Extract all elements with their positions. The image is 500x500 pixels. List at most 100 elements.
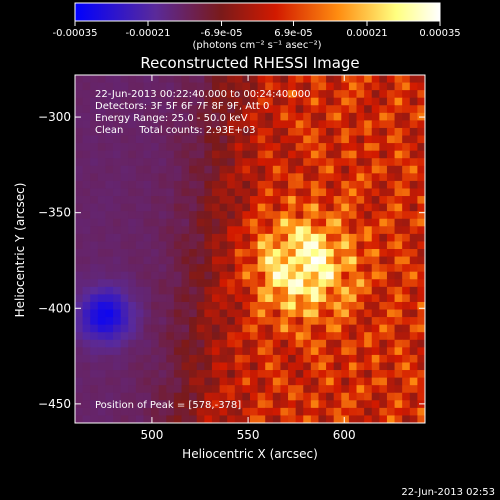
- heatmap-cell: [82, 249, 91, 258]
- heatmap-cell: [288, 211, 297, 220]
- heatmap-cell: [295, 233, 304, 243]
- heatmap-cell: [318, 241, 327, 250]
- heatmap-cell: [75, 415, 84, 423]
- heatmap-cell: [97, 211, 107, 220]
- heatmap-cell: [288, 173, 297, 182]
- heatmap-cell: [310, 135, 320, 144]
- heatmap-cell: [120, 127, 129, 137]
- heatmap-cell: [341, 120, 350, 129]
- heatmap-cell: [409, 120, 418, 129]
- heatmap-cell: [341, 415, 350, 423]
- heatmap-cell: [227, 233, 236, 243]
- heatmap-cell: [211, 241, 221, 250]
- heatmap-cell: [272, 354, 282, 364]
- heatmap-cell: [272, 407, 282, 417]
- heatmap-cell: [417, 294, 425, 303]
- heatmap-cell: [113, 120, 122, 129]
- heatmap-cell: [341, 75, 350, 84]
- heatmap-cell: [151, 165, 160, 174]
- heatmap-cell: [280, 105, 289, 114]
- heatmap-cell: [75, 196, 84, 205]
- y-axis-ticks: −300−350−400−450: [38, 110, 425, 411]
- heatmap-cell: [151, 173, 160, 182]
- heatmap-cell: [173, 196, 183, 205]
- heatmap-cell: [82, 370, 91, 379]
- heatmap-cell: [280, 279, 289, 288]
- x-tick-label: 600: [333, 428, 356, 442]
- heatmap-cell: [181, 120, 190, 129]
- heatmap-cell: [379, 264, 388, 273]
- heatmap-cell: [219, 347, 228, 356]
- heatmap-cell: [257, 188, 266, 197]
- heatmap-cell: [189, 165, 198, 174]
- heatmap-cell: [204, 90, 213, 99]
- heatmap-cell: [158, 218, 167, 227]
- heatmap-cell: [181, 196, 190, 205]
- heatmap-cell: [135, 105, 145, 114]
- heatmap-cell: [386, 317, 396, 326]
- heatmap-cell: [135, 415, 145, 423]
- heatmap-cell: [326, 173, 335, 182]
- heatmap-cell: [120, 385, 129, 394]
- heatmap-cell: [386, 385, 396, 394]
- heatmap-cell: [303, 127, 312, 137]
- heatmap-cell: [204, 354, 213, 364]
- heatmap-cell: [356, 407, 365, 417]
- heatmap-cell: [196, 279, 205, 288]
- heatmap-cell: [158, 332, 167, 341]
- heatmap-cell: [341, 400, 350, 409]
- heatmap-cell: [196, 105, 205, 114]
- heatmap-cell: [227, 105, 236, 114]
- heatmap-cell: [90, 301, 99, 311]
- heatmap-cell: [280, 264, 289, 273]
- heatmap-cell: [402, 385, 411, 394]
- heatmap-cell: [204, 385, 213, 394]
- heatmap-cell: [386, 241, 396, 250]
- heatmap-cell: [333, 249, 342, 258]
- heatmap-cell: [105, 286, 114, 295]
- heatmap-cell: [196, 370, 205, 379]
- heatmap-cell: [386, 135, 396, 144]
- heatmap-cell: [288, 256, 297, 265]
- heatmap-cell: [128, 233, 137, 243]
- heatmap-cell: [257, 127, 266, 137]
- heatmap-cell: [234, 203, 243, 212]
- heatmap-cell: [402, 339, 411, 348]
- heatmap-cell: [173, 286, 183, 295]
- heatmap-cell: [151, 143, 160, 152]
- heatmap-cell: [128, 347, 137, 356]
- heatmap-cell: [151, 135, 160, 144]
- heatmap-cell: [318, 279, 327, 288]
- heatmap-cell: [105, 143, 114, 152]
- heatmap-cell: [219, 226, 228, 235]
- heatmap-cell: [204, 180, 213, 190]
- heatmap-cell: [166, 249, 175, 258]
- heatmap-cell: [402, 226, 411, 235]
- heatmap-cell: [135, 143, 145, 152]
- heatmap-cell: [310, 97, 320, 106]
- heatmap-cell: [417, 180, 425, 190]
- heatmap-cell: [75, 127, 84, 137]
- heatmap-cell: [356, 218, 365, 227]
- heatmap-cell: [326, 317, 335, 326]
- heatmap-cell: [242, 370, 251, 379]
- heatmap-cell: [250, 407, 259, 417]
- heatmap-cell: [173, 120, 183, 129]
- heatmap-cell: [173, 309, 183, 318]
- heatmap-cell: [204, 112, 213, 121]
- heatmap-cell: [272, 249, 282, 258]
- heatmap-cell: [189, 407, 198, 417]
- heatmap-cell: [318, 377, 327, 386]
- heatmap-cell: [394, 324, 403, 333]
- heatmap-cell: [135, 256, 145, 265]
- heatmap-cell: [143, 271, 152, 280]
- heatmap-cell: [341, 309, 350, 318]
- heatmap-cell: [356, 370, 365, 379]
- heatmap-cell: [181, 301, 190, 311]
- heatmap-cell: [250, 264, 259, 273]
- heatmap-cell: [318, 256, 327, 265]
- heatmap-cell: [409, 233, 418, 243]
- heatmap-cell: [386, 415, 396, 423]
- heatmap-cell: [166, 324, 175, 333]
- heatmap-cell: [333, 309, 342, 318]
